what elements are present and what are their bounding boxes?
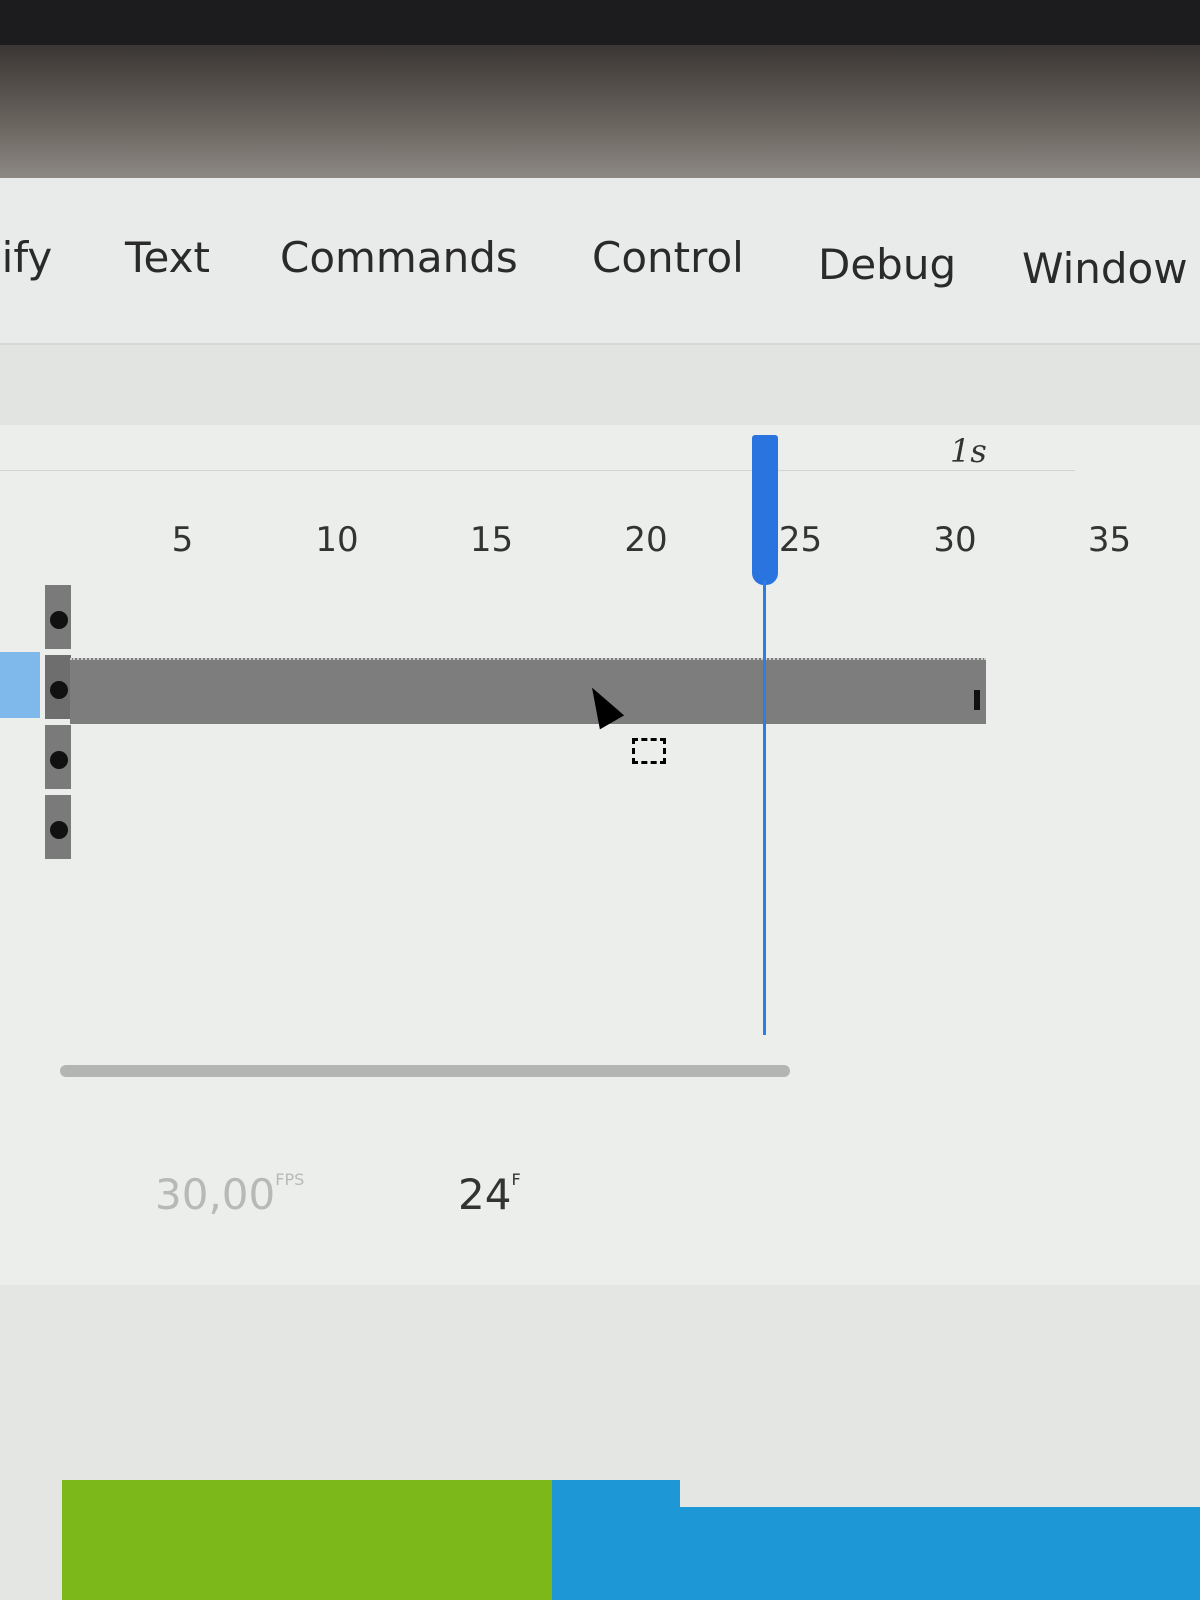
- green-panel: [62, 1480, 552, 1600]
- menu-commands[interactable]: Commands: [280, 233, 518, 282]
- menu-text[interactable]: Text: [125, 233, 210, 282]
- fps-value: 30,00: [155, 1170, 276, 1219]
- menu-modify[interactable]: lify: [0, 233, 53, 282]
- menu-bar: lify Text Commands Control Debug Window: [0, 178, 1200, 345]
- current-frame-display[interactable]: 24F: [458, 1170, 521, 1219]
- span-end-keyframe[interactable]: [973, 690, 980, 710]
- keyframe-dot-icon[interactable]: [50, 611, 68, 629]
- menu-debug[interactable]: Debug: [818, 240, 957, 289]
- ruler-tick: 10: [315, 520, 359, 560]
- frame-unit: F: [511, 1170, 521, 1189]
- timeline-header: [0, 345, 1200, 425]
- ruler-tick: 25: [778, 520, 823, 560]
- ruler-tick: 20: [624, 520, 668, 560]
- monitor-top-edge: [0, 0, 1200, 45]
- menu-control[interactable]: Control: [592, 233, 744, 282]
- frame-span-selected[interactable]: [70, 658, 986, 724]
- time-marker-1s: 1s: [950, 432, 987, 470]
- ruler-tick: 35: [1087, 520, 1132, 560]
- keyframe-dot-icon[interactable]: [50, 821, 68, 839]
- horizontal-scrollbar[interactable]: [60, 1065, 790, 1077]
- playhead-line: [762, 580, 766, 1035]
- ruler-tick: 30: [933, 520, 977, 560]
- frame-ruler[interactable]: [0, 470, 1075, 581]
- playhead-handle[interactable]: [751, 435, 778, 585]
- frame-value: 24: [458, 1170, 512, 1219]
- selected-layer-indicator: [0, 652, 40, 718]
- frame-rate-display[interactable]: 30,00FPS: [155, 1170, 304, 1219]
- keyframe-dot-icon[interactable]: [50, 681, 68, 699]
- timeline-panel: [0, 425, 1200, 1285]
- fps-unit: FPS: [275, 1170, 305, 1189]
- menu-window[interactable]: Window: [1022, 244, 1188, 293]
- ruler-tick: 15: [469, 520, 514, 560]
- keyframe-dot-icon[interactable]: [50, 751, 68, 769]
- cursor-move-box-icon: [632, 738, 666, 764]
- panel-gap: [680, 1480, 1200, 1507]
- monitor-background: [0, 45, 1200, 180]
- ruler-tick: 5: [171, 520, 194, 560]
